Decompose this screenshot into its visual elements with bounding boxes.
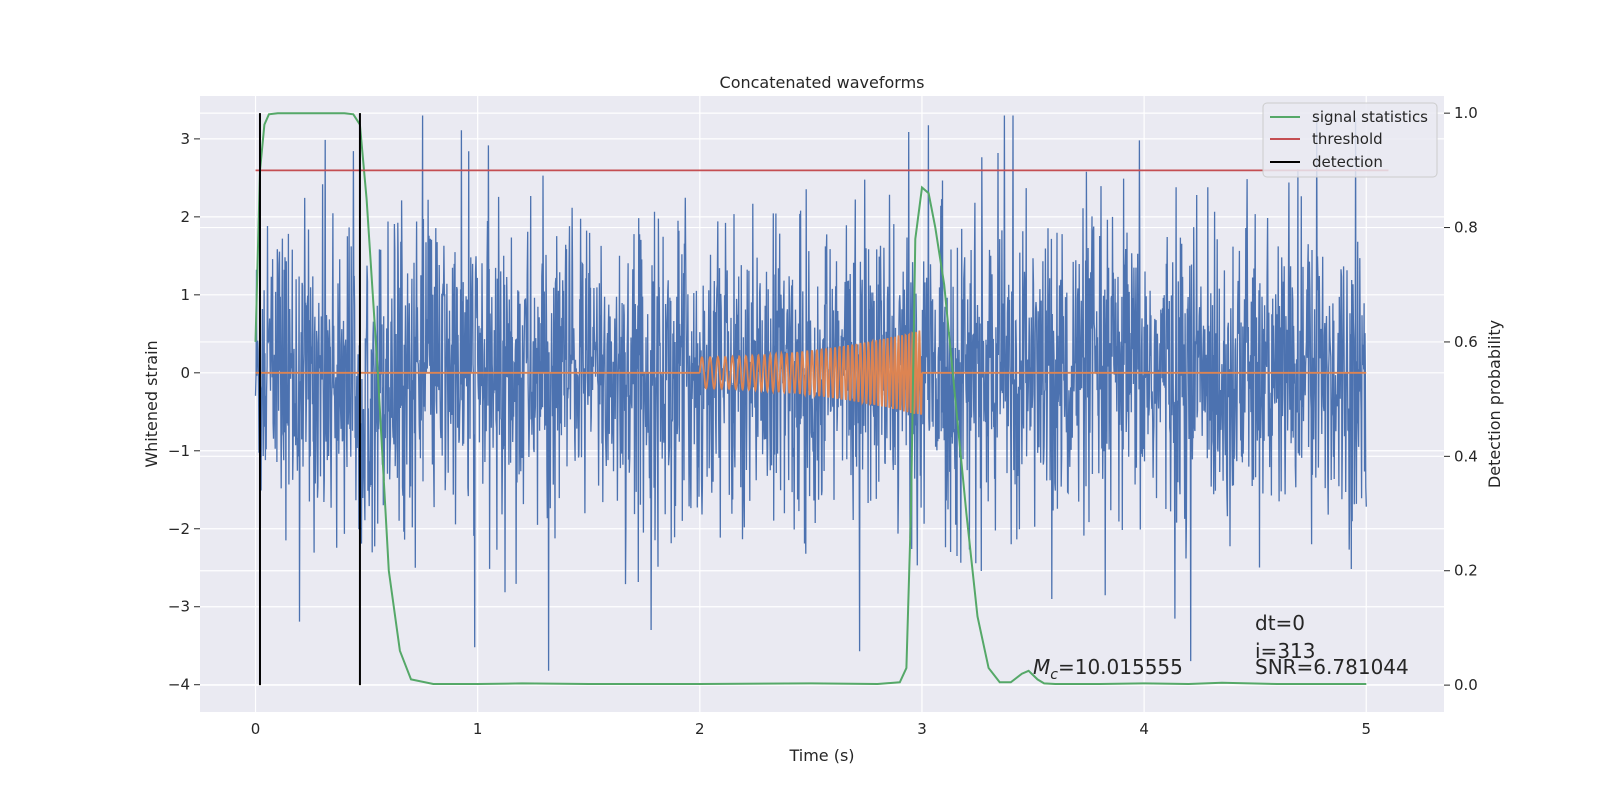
annotation-mc-value: =10.015555 — [1058, 655, 1183, 679]
template-series — [255, 330, 1367, 415]
x-tick-label: 1 — [473, 720, 483, 738]
y2-tick-label: 0.8 — [1454, 219, 1478, 237]
y-tick-label: 3 — [180, 130, 190, 148]
x-tick-label: 3 — [917, 720, 927, 738]
chart-title: Concatenated waveforms — [720, 73, 925, 92]
signal-statistics-line — [254, 112, 1367, 686]
annotation-mc: Mc=10.015555 — [1033, 655, 1183, 683]
x-tick-label: 5 — [1361, 720, 1371, 738]
y-tick-label: −1 — [168, 442, 190, 460]
y-tick-label: 0 — [180, 364, 190, 382]
annotation-i: i=313 — [1255, 639, 1316, 663]
y-tick-label: 2 — [180, 208, 190, 226]
y-tick-label: 1 — [180, 286, 190, 304]
x-axis-label: Time (s) — [788, 746, 854, 765]
legend: signal statistics threshold detection — [1262, 102, 1438, 178]
y2-tick-label: 0.2 — [1454, 562, 1478, 580]
x-tick-label: 2 — [695, 720, 705, 738]
y-tick-label: −2 — [168, 520, 190, 538]
annotations: Mc=10.015555 dt=0 i=313 SNR=6.781044 — [1033, 611, 1409, 683]
signal-statistics-series — [254, 112, 1389, 686]
y2-axis-label: Detection probability — [1485, 320, 1504, 488]
annotation-dt: dt=0 — [1255, 611, 1305, 635]
ticks: 0 1 2 3 4 5 −4 −3 −2 −1 0 1 2 3 0.0 0.2 0.4 0.6 0.8 1.0 — [168, 104, 1478, 738]
x-tick-label: 0 — [251, 720, 261, 738]
y2-tick-label: 1.0 — [1454, 104, 1478, 122]
legend-label-signal-statistics: signal statistics — [1312, 108, 1428, 126]
y-axis-label: Whitened strain — [142, 340, 161, 467]
y2-tick-label: 0.6 — [1454, 333, 1478, 351]
y-tick-label: −4 — [168, 676, 190, 694]
y2-tick-label: 0.4 — [1454, 447, 1478, 465]
legend-label-threshold: threshold — [1312, 130, 1383, 148]
x-tick-label: 4 — [1139, 720, 1149, 738]
annotation-mc-symbol: M — [1033, 655, 1050, 679]
legend-label-detection: detection — [1312, 153, 1383, 171]
annotation-snr: SNR=6.781044 — [1255, 655, 1409, 679]
template-line — [255, 330, 1367, 415]
legend-box — [1262, 102, 1438, 178]
y-tick-label: −3 — [168, 598, 190, 616]
y2-tick-label: 0.0 — [1454, 676, 1478, 694]
annotation-mc-sub: c — [1050, 667, 1058, 683]
